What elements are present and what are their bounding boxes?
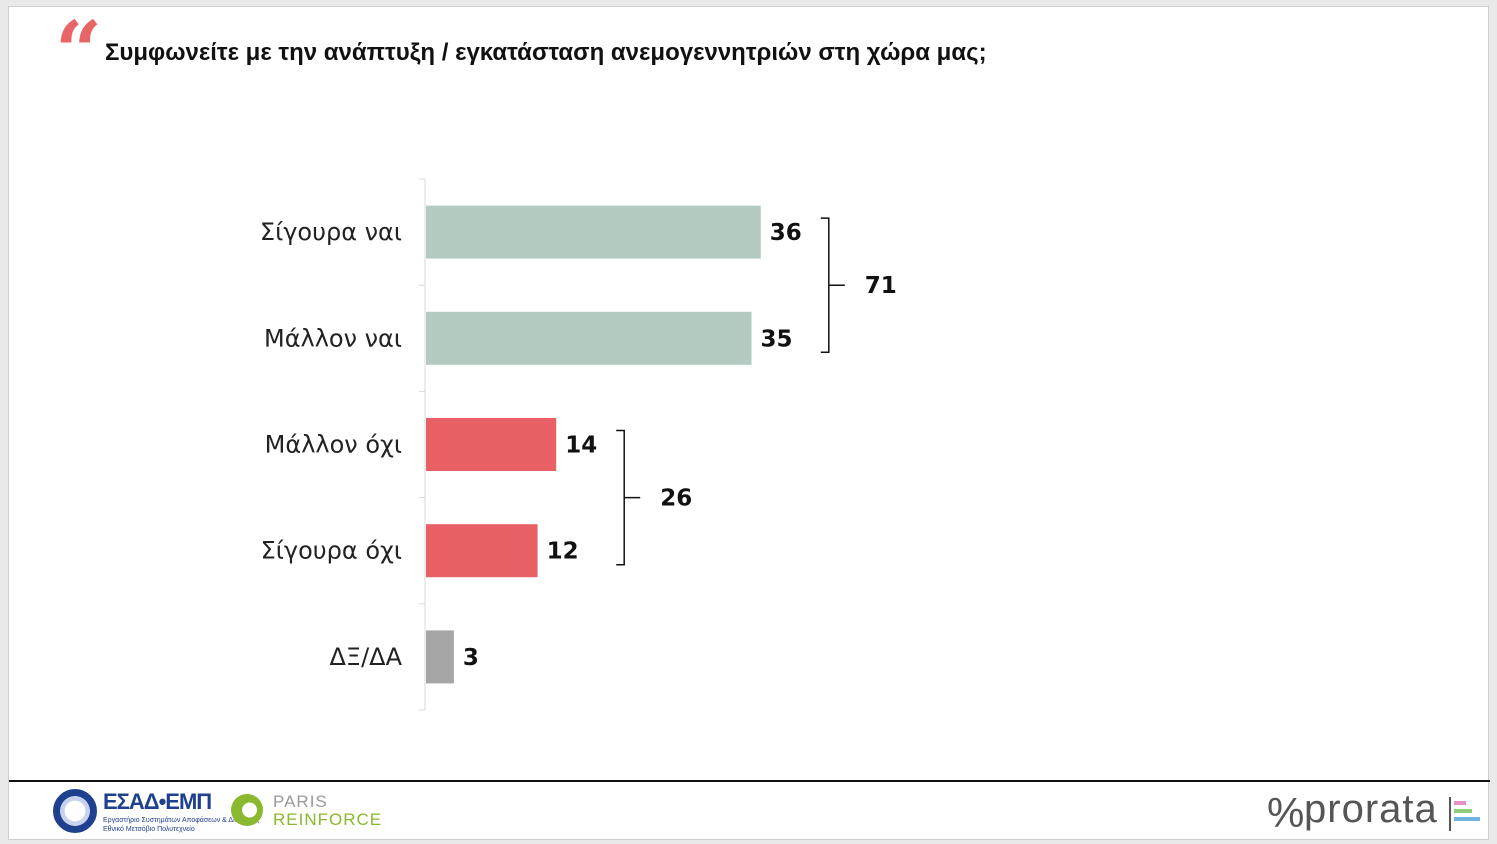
paris-logo-line2: REINFORCE — [273, 810, 383, 829]
prorata-stripe-2 — [1454, 809, 1472, 813]
category-label: Σίγουρα όχι — [261, 537, 402, 565]
ntua-seal-icon — [53, 789, 97, 833]
category-label: ΔΞ/ΔΑ — [329, 643, 402, 671]
footer-divider — [9, 780, 1490, 782]
esad-logo-subtitle: Εργαστήριο Συστημάτων Αποφάσεων & Διοίκη… — [103, 817, 260, 824]
data-label: 12 — [547, 539, 579, 565]
prorata-logo: % prorata — [1267, 787, 1487, 837]
paris-reinforce-logo: PARIS REINFORCE — [231, 792, 381, 832]
esad-emp-logo: ΕΣΑΔ•ΕΜΠ Εργαστήριο Συστημάτων Αποφάσεων… — [53, 789, 259, 835]
bar — [426, 311, 752, 365]
bar — [426, 630, 454, 684]
data-label: 3 — [463, 645, 479, 671]
esad-logo-institution: Εθνικό Μετσόβιο Πολυτεχνείο — [103, 826, 195, 833]
page-title: Συμφωνείτε με την ανάπτυξη / εγκατάσταση… — [105, 39, 987, 66]
esad-logo-name: ΕΣΑΔ•ΕΜΠ — [103, 789, 212, 814]
bar-chart: Σίγουρα ναι 36 Μάλλον ναι 35 Μάλλον όχι 14 Σίγ… — [260, 178, 897, 711]
group-total-label: 71 — [865, 273, 897, 299]
paris-circle-icon — [231, 794, 263, 826]
prorata-stripe-3 — [1454, 817, 1480, 821]
slide: “ Συμφωνείτε με την ανάπτυξη / εγκατάστα… — [8, 4, 1490, 840]
group-bracket — [616, 429, 641, 566]
prorata-logo-name: prorata — [1304, 787, 1438, 831]
paris-logo-line1: PARIS — [273, 792, 328, 811]
category-label: Σίγουρα ναι — [260, 218, 402, 246]
data-label: 35 — [761, 326, 793, 352]
category-label: Μάλλον όχι — [265, 431, 402, 459]
data-label: 36 — [770, 220, 802, 246]
category-label: Μάλλον ναι — [264, 324, 402, 352]
bar — [426, 524, 538, 578]
group-total-label: 26 — [660, 486, 692, 512]
data-label: 14 — [565, 433, 597, 459]
percent-icon: % — [1267, 789, 1305, 836]
group-bracket — [820, 217, 845, 354]
bar — [426, 205, 761, 259]
bar — [426, 418, 557, 471]
prorata-stripe-1 — [1454, 801, 1466, 805]
prorata-divider — [1449, 797, 1451, 831]
quote-icon: “ — [55, 4, 103, 100]
